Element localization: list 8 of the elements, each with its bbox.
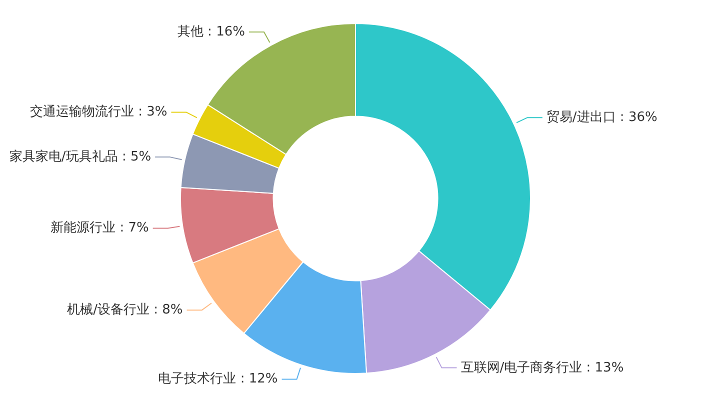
slice-label: 新能源行业 : 7% xyxy=(50,220,149,236)
slice-label: 贸易/进出口 : 36% xyxy=(546,110,658,126)
slice-label: 交通运输物流行业 : 3% xyxy=(30,104,168,120)
slice-label: 互联网/电子商务行业 : 13% xyxy=(460,360,624,376)
slice-label: 其他 : 16% xyxy=(177,24,245,40)
slice-label: 电子技术行业 : 12% xyxy=(158,372,278,387)
slice-label: 机械/设备行业 : 8% xyxy=(67,302,183,318)
slice-label: 家具家电/玩具礼品 : 5% xyxy=(9,148,152,165)
